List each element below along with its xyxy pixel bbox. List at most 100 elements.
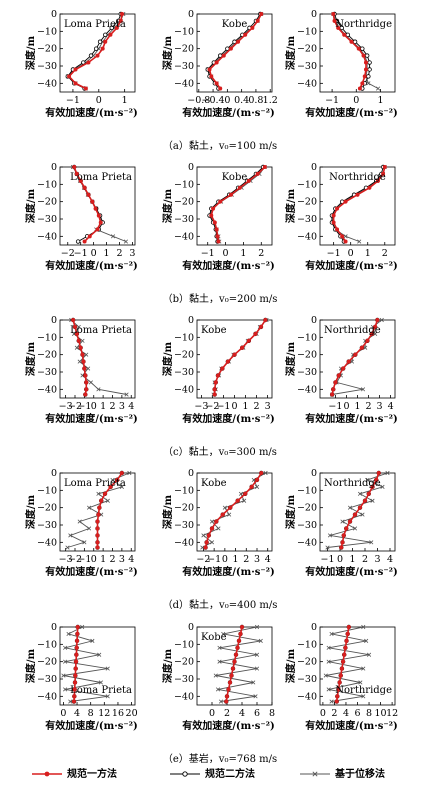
y-tick-label: −20 xyxy=(37,657,57,668)
y-tick-label: −40 xyxy=(297,691,317,702)
y-tick-label: 0 xyxy=(311,162,317,173)
y-tick-label: −40 xyxy=(174,691,194,702)
data-point-series-1 xyxy=(87,234,92,239)
data-point-series-3 xyxy=(352,526,358,531)
data-point-series-1 xyxy=(212,392,217,397)
y-axis-label: 深度/m xyxy=(284,494,297,529)
y-tick-label: −20 xyxy=(297,197,317,208)
data-point-series-3 xyxy=(86,526,92,531)
data-point-series-1 xyxy=(237,638,241,643)
y-tick-label: 0 xyxy=(188,315,194,326)
y-tick-label: 0 xyxy=(311,9,317,20)
panel-r1-c2: 0−10−20−30−40−0.8−0.4 0 0.4 0.8 1.2深度/m有效加速度… xyxy=(161,9,278,119)
data-point-series-3 xyxy=(323,673,328,678)
data-point-series-1 xyxy=(95,540,100,545)
data-point-series-2 xyxy=(88,53,94,58)
data-point-series-1 xyxy=(370,484,375,489)
data-point-series-1 xyxy=(345,631,350,636)
data-point-series-1 xyxy=(353,352,358,357)
panel-r4-c1: 0−10−20−30−40−3−2−1 0 1 2 3 4深度/m有效加速度/(m·s⁻²… xyxy=(24,468,138,578)
data-point-series-1 xyxy=(231,666,235,671)
x-tick-label: −2 xyxy=(68,554,82,565)
data-point-series-1 xyxy=(218,86,223,91)
x-tick-label: −1 xyxy=(207,554,221,565)
data-point-series-1 xyxy=(75,625,80,629)
y-tick-label: −40 xyxy=(37,384,57,395)
data-point-series-1 xyxy=(259,12,264,16)
data-point-series-1 xyxy=(249,484,254,489)
data-point-series-1 xyxy=(361,53,366,58)
x-tick-label: 12 xyxy=(386,708,398,719)
x-tick-label: 1 xyxy=(100,554,106,565)
data-point-series-1 xyxy=(369,331,374,336)
data-point-series-3 xyxy=(369,540,374,545)
data-point-series-1 xyxy=(98,220,103,225)
data-point-series-3 xyxy=(385,470,390,476)
data-point-series-1 xyxy=(235,498,240,503)
y-tick-label: −30 xyxy=(174,520,194,531)
data-point-series-1 xyxy=(338,673,343,678)
x-tick-label: 3 xyxy=(265,401,271,412)
data-point-series-1 xyxy=(82,239,87,244)
data-point-series-3 xyxy=(98,680,103,685)
y-tick-label: −40 xyxy=(37,78,57,89)
data-point-series-3 xyxy=(65,545,70,550)
data-point-series-1 xyxy=(83,392,88,397)
data-point-series-1 xyxy=(335,694,340,699)
x-tick-label: 0.8 xyxy=(248,95,263,106)
legend-entry-2: 规范二方法 xyxy=(170,767,255,780)
data-point-series-1 xyxy=(259,471,264,475)
data-point-series-3 xyxy=(254,484,260,489)
x-tick-label: 6 xyxy=(254,708,260,719)
x-tick-label: 2 xyxy=(224,708,230,719)
panel-title: Northridge xyxy=(335,19,392,30)
data-point-series-3 xyxy=(119,484,124,489)
x-axis-label: 有效加速度/(m·s⁻²) xyxy=(305,106,397,119)
y-tick-label: 0 xyxy=(188,622,194,633)
data-point-series-3 xyxy=(340,519,345,524)
y-tick-label: 0 xyxy=(51,622,57,633)
data-point-series-1 xyxy=(74,645,79,650)
panel-title: Kobe xyxy=(201,632,227,643)
x-tick-label: 2 xyxy=(362,554,368,565)
y-tick-label: −40 xyxy=(297,231,317,242)
x-tick-label: −1 xyxy=(77,554,91,565)
data-point-series-1 xyxy=(331,213,336,218)
data-point-series-3 xyxy=(84,352,89,357)
data-point-series-3 xyxy=(221,631,226,637)
x-tick-label: 16 xyxy=(112,708,124,719)
y-axis-label: 深度/m xyxy=(24,341,37,376)
data-point-series-1 xyxy=(74,171,79,176)
x-tick-label: −0.8 xyxy=(187,95,210,106)
data-point-series-1 xyxy=(211,206,216,211)
data-point-series-1 xyxy=(118,18,123,23)
x-tick-label: 20 xyxy=(126,708,138,719)
data-point-series-3 xyxy=(329,631,334,637)
x-axis-label: 有效加速度/(m·s⁻²) xyxy=(182,565,274,578)
panel-r3-c2: 0−10−20−30−40−3−2−1 0 1 2 3深度/m有效加速度/(m·s⁻²)… xyxy=(161,315,275,425)
legend-label: 规范一方法 xyxy=(67,767,117,780)
data-point-series-1 xyxy=(97,505,102,510)
y-tick-label: −30 xyxy=(37,674,57,685)
y-tick-label: −30 xyxy=(174,214,194,225)
x-axis-label: 有效加速度/(m·s⁻²) xyxy=(305,412,397,425)
legend-marker xyxy=(182,771,188,777)
data-point-series-3 xyxy=(263,470,268,476)
data-point-series-3 xyxy=(80,624,85,630)
data-point-series-1 xyxy=(341,659,346,664)
data-point-series-3 xyxy=(77,359,82,364)
x-tick-label: −1 xyxy=(216,401,230,412)
x-tick-label: 0 xyxy=(224,95,230,106)
data-point-series-3 xyxy=(326,645,331,650)
y-tick-label: −10 xyxy=(174,332,194,343)
data-point-series-3 xyxy=(96,491,101,496)
data-point-series-1 xyxy=(336,25,341,30)
y-tick-label: −10 xyxy=(297,639,317,650)
y-tick-label: −30 xyxy=(37,61,57,72)
data-point-series-1 xyxy=(250,25,255,30)
data-point-series-1 xyxy=(90,199,95,204)
x-axis-label: 有效加速度/(m·s⁻²) xyxy=(45,412,137,425)
data-point-series-3 xyxy=(63,659,68,664)
data-point-series-1 xyxy=(339,545,344,550)
